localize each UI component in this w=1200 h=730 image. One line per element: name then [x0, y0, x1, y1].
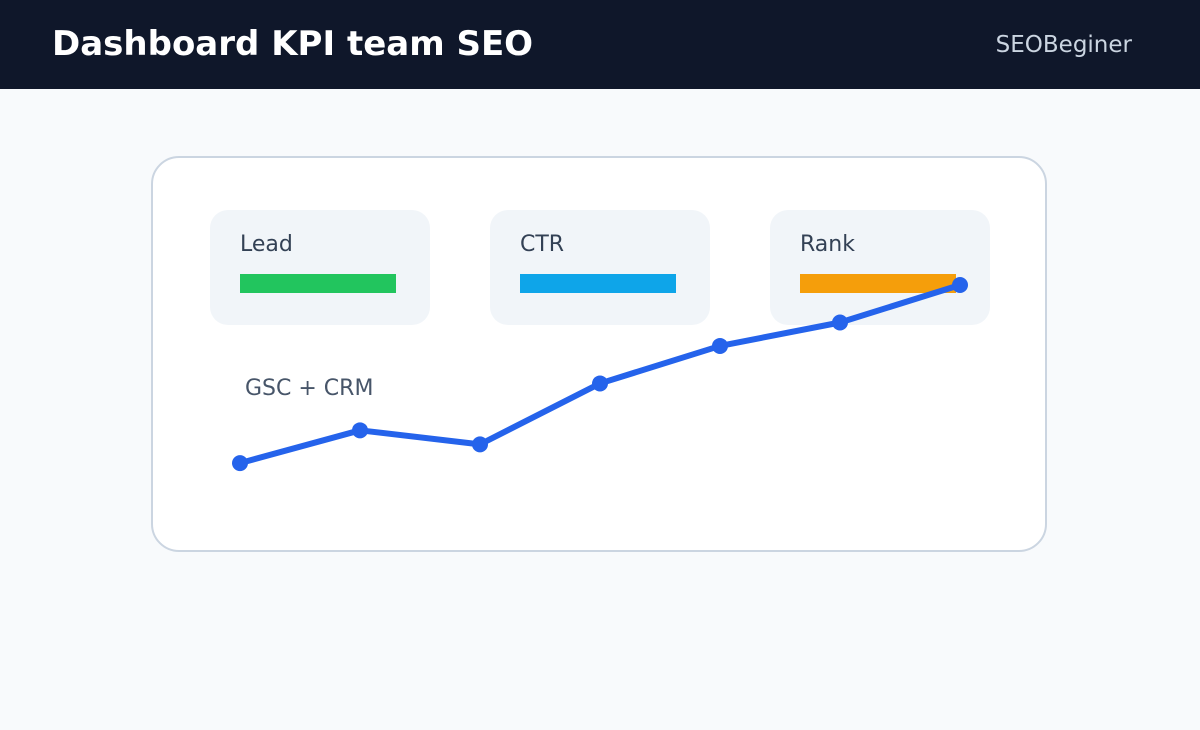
- kpi-card-rank: Rank: [770, 210, 990, 325]
- kpi-bar-lead: [240, 274, 396, 293]
- brand-name[interactable]: SEOBeginer: [995, 32, 1132, 58]
- app-header: Dashboard KPI team SEO SEOBeginer: [0, 0, 1200, 89]
- kpi-label-rank: Rank: [800, 232, 855, 257]
- kpi-label-lead: Lead: [240, 232, 293, 257]
- kpi-card-lead: Lead: [210, 210, 430, 325]
- page-title: Dashboard KPI team SEO: [52, 24, 534, 64]
- kpi-bar-rank: [800, 274, 956, 293]
- kpi-label-ctr: CTR: [520, 232, 565, 257]
- kpi-card-ctr: CTR: [490, 210, 710, 325]
- chart-source-label: GSC + CRM: [245, 376, 374, 401]
- kpi-bar-ctr: [520, 274, 676, 293]
